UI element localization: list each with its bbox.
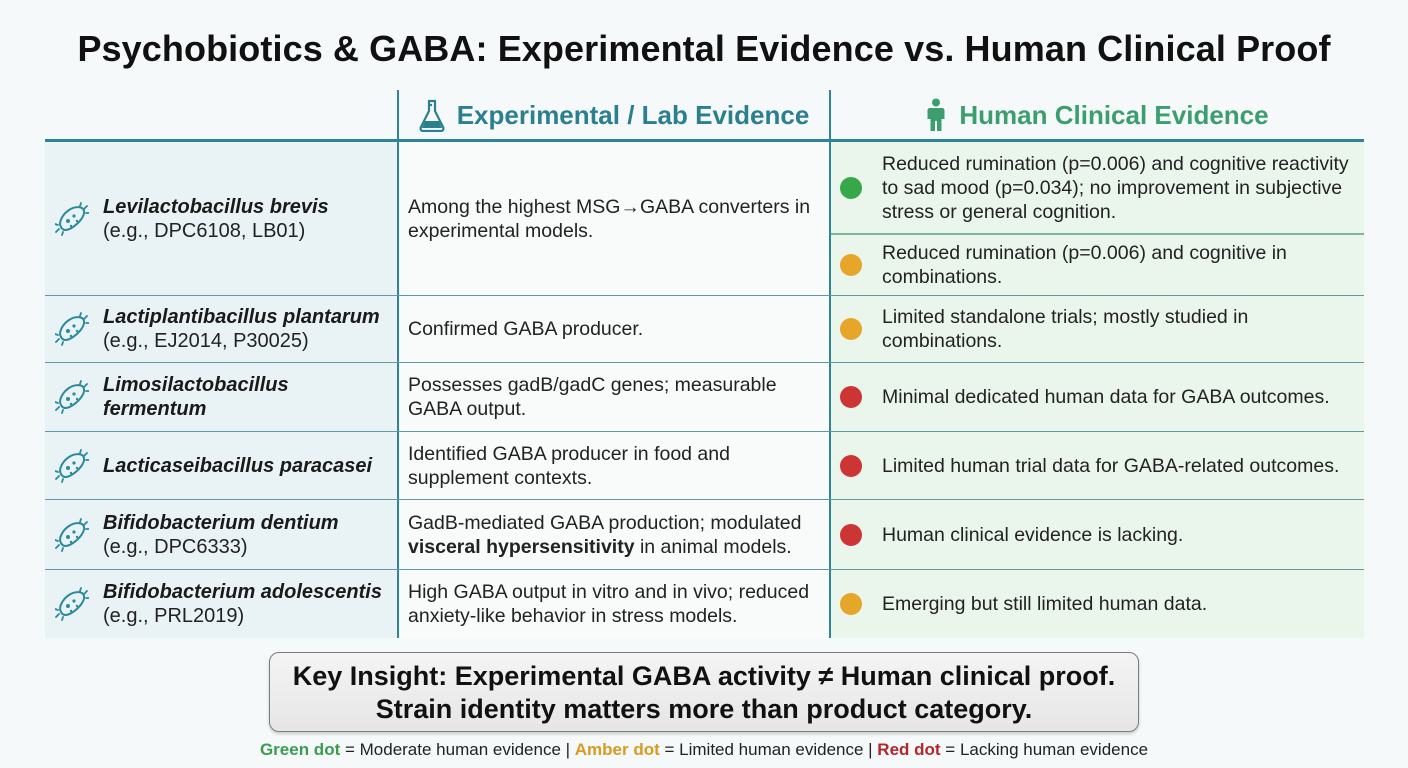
table-row: Limosilactobacillus fermentum Possesses … (45, 363, 1364, 432)
divider (45, 294, 1364, 296)
experimental-text: in animal models. (634, 535, 792, 558)
strain-name: Bifidobacterium adolescentis (103, 581, 382, 603)
evidence-text: Minimal dedicated human data for GABA ou… (882, 386, 1330, 408)
divider (45, 430, 1364, 432)
divider (45, 568, 1364, 570)
strain-name: Lactiplantibacillus plantarum (103, 306, 380, 328)
insight-line-1: Key Insight: Experimental GABA activity … (292, 661, 1116, 691)
bacteria-icon (55, 202, 89, 236)
evidence-item: Reduced rumination (p=0.006) and cogniti… (830, 142, 1364, 233)
legend-amber-text: = Limited human evidence | (659, 740, 878, 759)
table-row: Levilactobacillus brevis (e.g., DPC6108,… (45, 142, 1364, 296)
legend-red-text: = Lacking human evidence (940, 740, 1149, 759)
legend-green-text: = Moderate human evidence | (340, 740, 575, 759)
strain-example: (e.g., DPC6108, LB01) (103, 219, 306, 242)
strain-example: (e.g., DPC6333) (103, 535, 248, 558)
strain-cell: Lacticaseibacillus paracasei (45, 432, 397, 499)
header-human: Human Clinical Evidence (830, 90, 1364, 140)
evidence-text: Human clinical evidence is lacking. (882, 523, 1184, 546)
red-dot (840, 523, 862, 546)
evidence-item: Reduced rumination (p=0.006) and cogniti… (830, 234, 1364, 295)
strain-cell: Limosilactobacillus fermentum (45, 363, 397, 431)
red-dot (840, 454, 862, 477)
strain-cell: Lactiplantibacillus plantarum (e.g., EJ2… (45, 296, 397, 362)
evidence-item: Limited standalone trials; mostly studie… (830, 296, 1364, 362)
evidence-item: Limited human trial data for GABA-relate… (830, 432, 1364, 499)
header-human-label: Human Clinical Evidence (959, 99, 1269, 130)
legend: Green dot = Moderate human evidence | Am… (0, 740, 1408, 760)
evidence-item: Emerging but still limited human data. (830, 570, 1364, 638)
person-icon (927, 98, 945, 131)
strain-name: Limosilactobacillus fermentum (103, 374, 289, 420)
column-divider (829, 90, 831, 638)
bacteria-icon (55, 587, 89, 621)
divider (830, 233, 1364, 235)
experimental-cell: Confirmed GABA producer. (398, 296, 829, 362)
table-row: Lactiplantibacillus plantarum (e.g., EJ2… (45, 296, 1364, 363)
strain-example: (e.g., EJ2014, P30025) (103, 330, 309, 352)
legend-green-label: Green dot (259, 740, 341, 759)
bacteria-icon (55, 518, 89, 552)
amber-dot (840, 253, 862, 276)
table-row: Bifidobacterium dentium (e.g., DPC6333) … (45, 500, 1364, 570)
human-cell: Reduced rumination (p=0.006) and cogniti… (830, 142, 1364, 295)
table-row: Lacticaseibacillus paracasei Identified … (45, 432, 1364, 500)
divider (45, 361, 1364, 363)
amber-dot (840, 593, 862, 615)
strain-cell: Bifidobacterium adolescentis (e.g., PRL2… (45, 570, 397, 638)
evidence-text: Reduced rumination (p=0.006) and cogniti… (882, 152, 1349, 223)
human-cell: Limited human trial data for GABA-relate… (830, 432, 1364, 499)
evidence-item: Minimal dedicated human data for GABA ou… (830, 363, 1364, 431)
human-cell: Emerging but still limited human data. (830, 570, 1364, 638)
experimental-cell: Identified GABA producer in food and sup… (398, 432, 829, 499)
bacteria-icon (55, 312, 89, 346)
insight-line-2: Strain identity matters more than produc… (375, 694, 1033, 724)
experimental-emphasis: visceral hypersensitivity (408, 535, 635, 558)
column-divider (397, 90, 399, 638)
evidence-text: Reduced rumination (p=0.006) and cogniti… (882, 241, 1287, 288)
human-cell: Limited standalone trials; mostly studie… (830, 296, 1364, 362)
key-insight-box: Key Insight: Experimental GABA activity … (269, 652, 1139, 732)
amber-dot (840, 318, 862, 340)
experimental-cell: Possesses gadB/gadC genes; measurable GA… (398, 363, 829, 431)
evidence-text: Limited human trial data for GABA-relate… (882, 454, 1340, 477)
human-cell: Human clinical evidence is lacking. (830, 500, 1364, 569)
flask-icon (419, 99, 445, 132)
strain-name: Lacticaseibacillus paracasei (103, 454, 373, 477)
strain-name: Bifidobacterium dentium (103, 511, 339, 534)
bacteria-icon (55, 449, 89, 483)
page-title: Psychobiotics & GABA: Experimental Evide… (77, 28, 1331, 69)
human-cell: Minimal dedicated human data for GABA ou… (830, 363, 1364, 431)
header-divider (45, 139, 1364, 142)
evidence-text: Emerging but still limited human data. (882, 593, 1208, 615)
bacteria-icon (55, 380, 89, 414)
divider (45, 498, 1364, 500)
legend-amber-label: Amber dot (574, 740, 660, 759)
table-row: Bifidobacterium adolescentis (e.g., PRL2… (45, 570, 1364, 638)
strain-cell: Levilactobacillus brevis (e.g., DPC6108,… (45, 142, 397, 295)
green-dot (840, 176, 862, 199)
experimental-cell: High GABA output in vitro and in vivo; r… (398, 570, 829, 638)
experimental-text: GadB-mediated GABA production; modulated (408, 511, 802, 534)
experimental-cell: GadB-mediated GABA production; modulated… (398, 500, 829, 569)
header-experimental-label: Experimental / Lab Evidence (456, 99, 810, 130)
strain-cell: Bifidobacterium dentium (e.g., DPC6333) (45, 500, 397, 569)
strain-example: (e.g., PRL2019) (103, 605, 245, 627)
red-dot (840, 386, 862, 408)
legend-red-label: Red dot (877, 740, 941, 759)
experimental-cell: Among the highest MSG→GABA converters in… (398, 142, 829, 295)
evidence-text: Limited standalone trials; mostly studie… (882, 306, 1249, 352)
header-experimental: Experimental / Lab Evidence (398, 90, 830, 140)
evidence-item: Human clinical evidence is lacking. (830, 500, 1364, 569)
strain-name: Levilactobacillus brevis (103, 195, 329, 218)
